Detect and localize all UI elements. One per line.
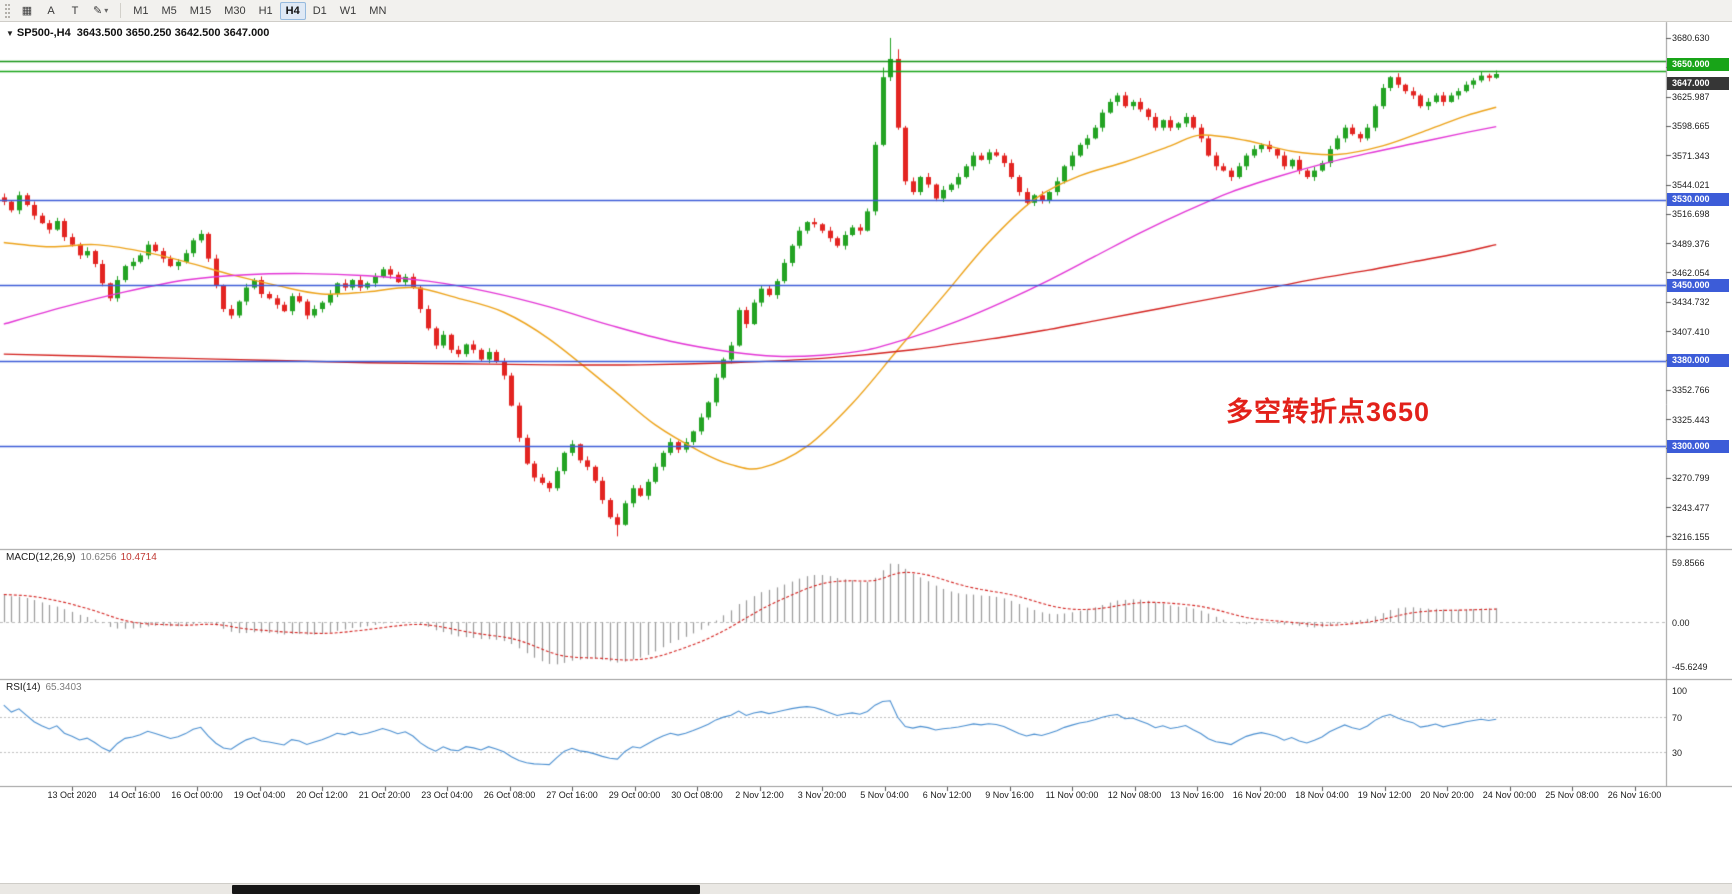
price-tick: 3598.665 xyxy=(1672,121,1710,132)
time-tick: 30 Oct 08:00 xyxy=(671,790,723,800)
timeframe-w1-button[interactable]: W1 xyxy=(334,2,363,20)
time-tick: 20 Oct 12:00 xyxy=(296,790,348,800)
toolbar: ▦ A T ✎ ▾ M1 M5 M15 M30 H1 H4 D1 W1 MN xyxy=(0,0,1732,22)
timeframe-m5-button[interactable]: M5 xyxy=(156,2,183,20)
time-tick: 6 Nov 12:00 xyxy=(922,790,972,800)
rsi-axis-label: 30 xyxy=(1672,747,1683,758)
timeframe-group: M1 M5 M15 M30 H1 H4 D1 W1 MN xyxy=(127,1,392,20)
time-tick: 12 Nov 08:00 xyxy=(1107,790,1162,800)
bottom-bar xyxy=(0,883,1732,894)
rsi-axis-label: 70 xyxy=(1672,712,1683,723)
price-tick: 3434.732 xyxy=(1672,297,1710,308)
time-tick: 16 Nov 20:00 xyxy=(1232,790,1287,800)
time-tick: 5 Nov 04:00 xyxy=(860,790,909,800)
price-tick: 3352.766 xyxy=(1672,385,1710,396)
timeframe-mn-button[interactable]: MN xyxy=(363,2,392,20)
price-line-badge: 3530.000 xyxy=(1667,193,1729,207)
rsi-name: RSI(14) xyxy=(6,682,41,693)
macd-name: MACD(12,26,9) xyxy=(6,552,76,563)
time-tick: 25 Nov 08:00 xyxy=(1545,790,1599,800)
price-tick: 3407.410 xyxy=(1672,326,1710,337)
time-tick: 3 Nov 20:00 xyxy=(797,790,847,800)
current-price-badge: 3647.000 xyxy=(1667,77,1729,90)
price-tick: 3544.021 xyxy=(1672,180,1710,191)
price-line-badge: 3450.000 xyxy=(1667,278,1729,292)
collapse-triangle-icon[interactable]: ▼ xyxy=(6,29,14,38)
timeframe-d1-button[interactable]: D1 xyxy=(307,2,333,20)
rsi-value: 65.3403 xyxy=(45,682,82,693)
price-tick: 3680.630 xyxy=(1672,33,1710,44)
price-tick: 3243.477 xyxy=(1672,502,1710,513)
timeframe-m1-button[interactable]: M1 xyxy=(127,2,154,20)
time-tick: 21 Oct 20:00 xyxy=(358,790,411,800)
time-tick: 29 Oct 00:00 xyxy=(608,790,661,800)
time-tick: 16 Oct 00:00 xyxy=(171,790,223,800)
macd-axis-label: 59.8566 xyxy=(1672,558,1705,568)
time-tick: 13 Oct 2020 xyxy=(47,790,97,800)
pencil-icon: ✎ xyxy=(93,5,103,17)
price-tick: 3516.698 xyxy=(1672,209,1710,220)
chart-annotation-text: 多空转折点3650 xyxy=(1226,397,1431,427)
price-tick: 3325.443 xyxy=(1672,414,1710,425)
time-tick: 26 Nov 16:00 xyxy=(1607,790,1662,800)
price-line-badge: 3380.000 xyxy=(1667,354,1729,368)
toolbar-separator xyxy=(120,3,122,18)
chart-symbol-period: SP500-,H4 xyxy=(16,27,71,39)
timeframe-h4-button[interactable]: H4 xyxy=(279,1,306,20)
time-tick: 11 Nov 00:00 xyxy=(1045,790,1099,800)
time-tick: 27 Oct 16:00 xyxy=(546,790,598,800)
chart-title: ▼ SP500-,H4 3643.500 3650.250 3642.500 364… xyxy=(6,27,269,39)
timeframe-m30-button[interactable]: M30 xyxy=(218,2,251,20)
price-tick: 3489.376 xyxy=(1672,238,1710,249)
price-tick: 3625.987 xyxy=(1672,92,1710,103)
text-tool-button[interactable]: T xyxy=(63,2,87,20)
time-tick: 23 Oct 04:00 xyxy=(421,790,473,800)
price-line-badge: 3650.000 xyxy=(1667,57,1729,71)
text-label-tool-button[interactable]: A xyxy=(39,2,63,20)
time-tick: 9 Nov 16:00 xyxy=(985,790,1034,800)
time-tick: 2 Nov 12:00 xyxy=(735,790,784,800)
macd-indicator-label: MACD(12,26,9) 10.6256 10.4714 xyxy=(6,552,157,563)
time-tick: 13 Nov 16:00 xyxy=(1170,790,1224,800)
chevron-down-icon: ▾ xyxy=(104,6,109,15)
time-tick: 20 Nov 20:00 xyxy=(1420,790,1474,800)
timeframe-h1-button[interactable]: H1 xyxy=(253,2,279,20)
price-tick: 3270.799 xyxy=(1672,473,1710,484)
time-tick: 18 Nov 04:00 xyxy=(1295,790,1349,800)
charts-grid-icon: ▦ xyxy=(21,5,33,17)
time-tick: 14 Oct 16:00 xyxy=(108,790,161,800)
timeframe-m15-button[interactable]: M15 xyxy=(184,2,217,20)
taskbar-app-segment[interactable] xyxy=(232,885,700,894)
rsi-indicator-label: RSI(14) 65.3403 xyxy=(6,682,82,693)
draw-tools-button[interactable]: ✎ ▾ xyxy=(87,2,114,20)
macd-axis-label: -45.6249 xyxy=(1672,662,1708,672)
time-tick: 19 Nov 12:00 xyxy=(1357,790,1412,800)
charts-grid-button[interactable]: ▦ xyxy=(15,2,39,20)
rsi-axis-label: 100 xyxy=(1672,686,1688,697)
chart-ohlc-values: 3643.500 3650.250 3642.500 3647.000 xyxy=(76,27,270,39)
macd-value-signal: 10.4714 xyxy=(120,552,157,563)
price-tick: 3462.054 xyxy=(1672,267,1710,278)
price-tick: 3216.155 xyxy=(1672,531,1710,542)
time-tick: 19 Oct 04:00 xyxy=(233,790,286,800)
macd-axis-label: 0.00 xyxy=(1672,618,1690,629)
time-tick: 26 Oct 08:00 xyxy=(483,790,536,800)
price-line-badge: 3300.000 xyxy=(1667,439,1729,453)
toolbar-grip[interactable] xyxy=(5,3,10,18)
price-tick: 3571.343 xyxy=(1672,150,1710,161)
macd-value-main: 10.6256 xyxy=(80,552,117,563)
time-tick: 24 Nov 00:00 xyxy=(1482,790,1537,800)
